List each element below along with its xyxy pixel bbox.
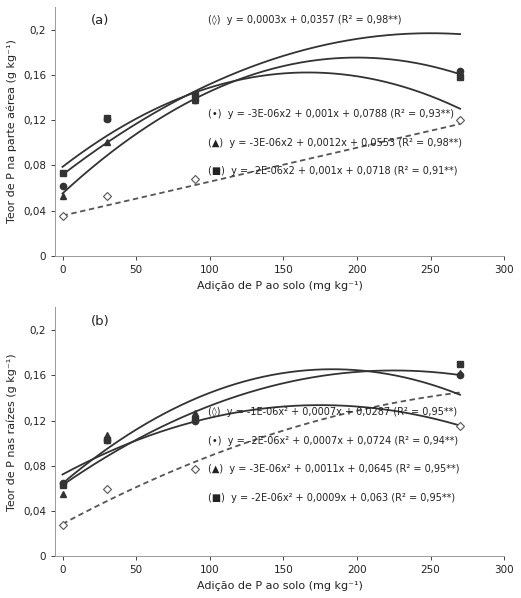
Text: (▲)  y = -3E-06x² + 0,0011x + 0,0645 (R² = 0,95**): (▲) y = -3E-06x² + 0,0011x + 0,0645 (R² … [208, 464, 460, 474]
Text: (◊)  y = -1E-06x² + 0,0007x + 0,0287 (R² = 0,95**): (◊) y = -1E-06x² + 0,0007x + 0,0287 (R² … [208, 407, 457, 417]
Text: (a): (a) [91, 14, 109, 28]
Text: (•)  y = -2E-06x² + 0,0007x + 0,0724 (R² = 0,94**): (•) y = -2E-06x² + 0,0007x + 0,0724 (R² … [208, 435, 458, 446]
X-axis label: Adição de P ao solo (mg kg⁻¹): Adição de P ao solo (mg kg⁻¹) [197, 280, 363, 291]
Text: (◊)  y = 0,0003x + 0,0357 (R² = 0,98**): (◊) y = 0,0003x + 0,0357 (R² = 0,98**) [208, 14, 401, 25]
Text: (■)  y = -2E-06x² + 0,0009x + 0,063 (R² = 0,95**): (■) y = -2E-06x² + 0,0009x + 0,063 (R² =… [208, 493, 455, 503]
Text: (■)  y = -2E-06x2 + 0,001x + 0,0718 (R² = 0,91**): (■) y = -2E-06x2 + 0,001x + 0,0718 (R² =… [208, 166, 457, 176]
X-axis label: Adição de P ao solo (mg kg⁻¹): Adição de P ao solo (mg kg⁻¹) [197, 581, 363, 591]
Text: (▲)  y = -3E-06x2 + 0,0012x + 0,0553 (R² = 0,98**): (▲) y = -3E-06x2 + 0,0012x + 0,0553 (R² … [208, 138, 462, 148]
Text: (•)  y = -3E-06x2 + 0,001x + 0,0788 (R² = 0,93**): (•) y = -3E-06x2 + 0,001x + 0,0788 (R² =… [208, 109, 454, 119]
Text: (b): (b) [91, 315, 110, 328]
Y-axis label: Teor de P na parte aérea (g kg⁻¹): Teor de P na parte aérea (g kg⁻¹) [7, 39, 17, 224]
Y-axis label: Teor de P nas raízes (g kg⁻¹): Teor de P nas raízes (g kg⁻¹) [7, 353, 17, 511]
